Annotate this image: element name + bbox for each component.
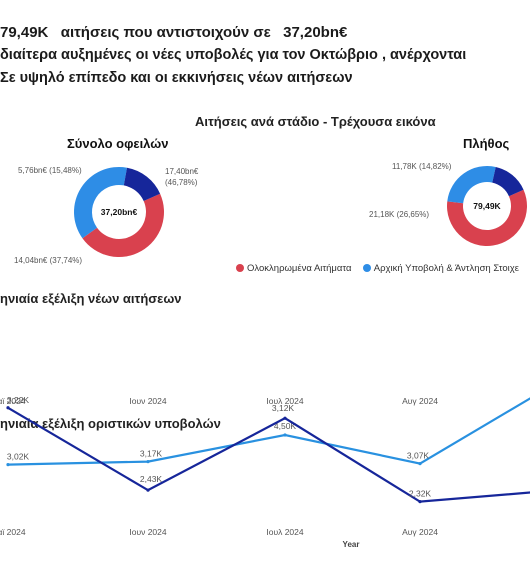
donut-count-chart [446,166,527,247]
legend: Ολοκληρωμένα Αιτήματα Αρχική Υποβολή & Ά… [236,263,519,274]
donut-count-label-navy: 11,78K (14,82%) [392,162,452,171]
donut-count-title: Πλήθος [463,136,510,151]
line-chart-2-tick-label-3: Αυγ 2024 [402,527,438,537]
line-chart-1-title: ηνιαία εξέλιξη νέων αιτήσεων [0,291,182,306]
donut-amount-slice-1 [74,167,128,239]
header-line-1: 79,49K αιτήσεις που αντιστοιχούν σε 37,2… [0,24,347,41]
donut-amount-label-blue: 14,04bn€ (37,74%) [14,256,83,265]
line-chart-2: 3,22K 2,43K 3,12K 2,32K Μαϊ 2024 Ιουν 2024 Ιου… [0,395,530,537]
line-chart-2-title: ηνιαία εξέλιξη οριστικών υποβολών [0,416,221,431]
section-title: Αιτήσεις ανά στάδιο - Τρέχουσα εικόνα [195,114,436,129]
donut-count-slice-0 [446,189,527,247]
line-chart-2-point-3 [418,500,422,504]
line-chart-1-tick-label-0: Μαϊ 2024 [0,396,26,406]
donut-count-label-blue: 21,18K (26,65%) [369,210,430,219]
donut-amount-chart [74,167,164,257]
line-chart-2-point-0 [6,406,10,410]
line-chart-2-tick-label-2: Ιουλ 2024 [266,527,304,537]
header-count: 79,49K [0,24,49,41]
donut-amount-slice-0 [82,193,164,257]
legend-dot-red-icon [236,264,244,272]
line-chart-1-data-label-2: 4,50K [274,421,297,431]
line-chart-2-xaxis-title: Year [343,540,360,549]
donut-amount-slice-2 [123,167,161,202]
line-chart-1-point-3 [418,462,422,466]
line-chart-2-data-label-1: 2,43K [140,474,163,484]
legend-dot-blue-icon [362,264,371,272]
line-chart-2-point-1 [146,488,150,492]
donut-amount-title: Σύνολο οφειλών [67,136,169,151]
line-chart-1-data-label-3: 3,07K [407,451,430,461]
line-chart-2-tick-label-1: Ιουν 2024 [129,527,167,537]
legend-item-completed: Ολοκληρωμένα Αιτήματα [236,263,352,274]
line-chart-2-data-label-3: 2,32K [409,489,432,499]
line-chart-2-tick-label-0: Μαϊ 2024 [0,527,26,537]
donut-amount-label-red: 17,40bn€ (46,78%) [165,167,199,187]
donut-amount-label-navy: 5,76bn€ (15,48%) [18,166,82,175]
line-chart-1-data-label-1: 3,17K [140,449,163,459]
line-chart-1-data-label-0: 3,02K [7,452,30,462]
line-chart-2-series-line [7,406,530,503]
legend-item-initial: Αρχική Υποβολή & Άντληση Στοιχε [362,263,519,274]
line-chart-1-tick-label-2: Ιουλ 2024 [266,396,304,406]
line-chart-1-point-2 [283,433,287,437]
line-chart-1-tick-label-1: Ιουν 2024 [129,396,167,406]
line-chart-1-point-1 [146,460,150,464]
donut-count-slice-2 [492,166,524,197]
donut-count-slice-1 [447,166,496,204]
line-chart-1-tick-label-3: Αυγ 2024 [402,396,438,406]
donut-count-center: 79,49K [473,201,501,211]
header-amount: 37,20bn€ [283,24,348,41]
line-chart-2-data-label-2: 3,12K [272,403,295,413]
line-chart-1-point-0 [6,463,10,467]
line-chart-2-point-2 [283,416,287,420]
header-line-2: διαίτερα αυξημένες οι νέες υποβολές για … [0,47,467,63]
header-text: αιτήσεις που αντιστοιχούν σε [60,24,271,41]
header-line-3: Σε υψηλό επίπεδο και οι εκκινήσεις νέων … [0,70,353,86]
line-chart-2-data-label-0: 3,22K [7,395,30,405]
donut-amount-center: 37,20bn€ [101,207,138,217]
